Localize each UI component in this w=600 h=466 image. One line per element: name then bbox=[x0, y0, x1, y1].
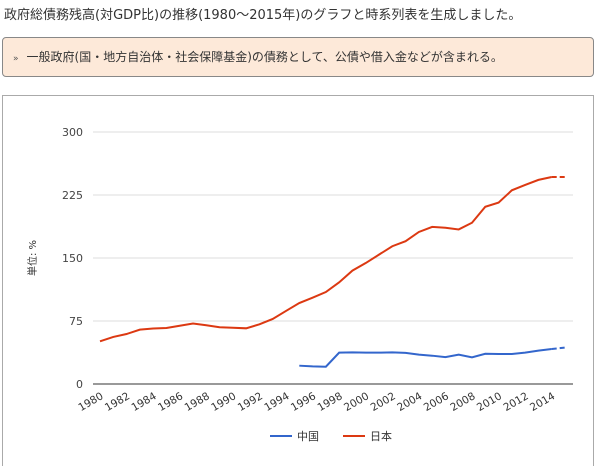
x-tick-label: 1982 bbox=[103, 390, 132, 414]
x-tick-label: 2012 bbox=[501, 390, 530, 414]
x-tick-label: 1996 bbox=[289, 390, 318, 414]
y-tick-label: 0 bbox=[76, 378, 83, 391]
x-tick-label: 1992 bbox=[236, 390, 265, 414]
series-line-日本 bbox=[99, 176, 552, 343]
x-tick-label: 1998 bbox=[315, 390, 344, 414]
note-box: » 一般政府(国・地方自治体・社会保障基金)の債務として、公債や借入金などが含まれ… bbox=[2, 37, 594, 77]
x-tick-label: 1990 bbox=[209, 390, 238, 414]
x-tick-label: 2006 bbox=[422, 390, 451, 414]
bullet-icon: » bbox=[13, 54, 19, 64]
series-line-projected-中国 bbox=[551, 346, 566, 350]
x-tick-label: 1986 bbox=[156, 390, 185, 414]
x-tick-label: 2014 bbox=[528, 390, 557, 414]
legend-label: 中国 bbox=[297, 430, 319, 443]
x-tick-label: 1988 bbox=[183, 390, 212, 414]
y-tick-label: 225 bbox=[62, 189, 83, 202]
x-tick-label: 1980 bbox=[76, 390, 105, 414]
x-tick-label: 2000 bbox=[342, 390, 371, 414]
note-text: 一般政府(国・地方自治体・社会保障基金)の債務として、公債や借入金などが含まれる… bbox=[26, 50, 503, 64]
chart-container bbox=[2, 95, 594, 466]
x-tick-label: 2008 bbox=[448, 390, 477, 414]
y-tick-label: 150 bbox=[62, 252, 83, 265]
page-title: 政府総債務残高(対GDP比)の推移(1980～2015年)のグラフと時系列表を生… bbox=[4, 8, 522, 23]
legend-label: 日本 bbox=[370, 429, 392, 443]
y-tick-label: 75 bbox=[69, 315, 83, 328]
x-tick-label: 2010 bbox=[475, 390, 504, 414]
series-line-中国 bbox=[299, 347, 552, 368]
x-tick-label: 1984 bbox=[129, 390, 158, 414]
y-axis-label: 単位: % bbox=[26, 240, 39, 276]
x-tick-label: 1994 bbox=[262, 390, 291, 414]
x-tick-label: 2002 bbox=[369, 390, 398, 414]
y-tick-label: 300 bbox=[62, 126, 83, 139]
x-tick-label: 2004 bbox=[395, 390, 424, 414]
